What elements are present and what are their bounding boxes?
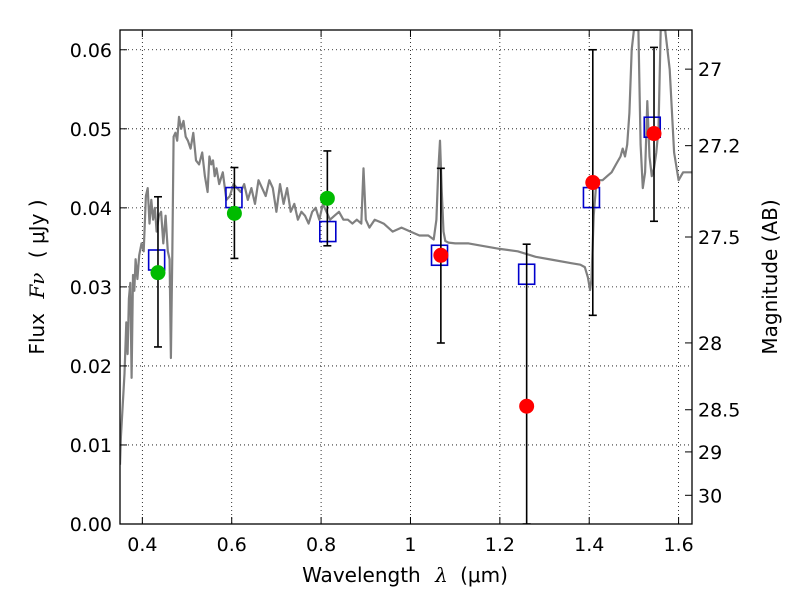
y-axis-label: Flux Fν ( μJy ) <box>25 199 49 354</box>
flux-point <box>433 247 449 263</box>
flux-point <box>319 190 335 206</box>
y-tick-label: 0.00 <box>70 514 112 536</box>
y-tick-label: 0.06 <box>70 40 112 62</box>
x-axis-label-symbol: λ <box>434 563 448 587</box>
x-axis-label: Wavelength λ (μm) <box>302 563 508 587</box>
flux-point <box>519 398 535 414</box>
flux-point <box>585 175 601 191</box>
mag-tick-label: 28.5 <box>698 400 740 422</box>
x-tick-label: 1 <box>404 534 416 556</box>
mag-tick-label: 28 <box>698 333 722 355</box>
y-axis-label-unit: ( μJy ) <box>25 199 49 258</box>
mag-tick-label: 27 <box>698 59 722 81</box>
plot-area <box>120 30 692 524</box>
y-tick-label: 0.01 <box>70 435 112 457</box>
flux-point <box>150 265 166 281</box>
x-tick-label: 1.6 <box>663 534 693 556</box>
x-tick-label: 0.6 <box>217 534 247 556</box>
plot-frame <box>119 29 693 525</box>
mag-tick-label: 27.2 <box>698 136 740 158</box>
x-axis-label-unit: (μm) <box>460 563 508 587</box>
y-tick-label: 0.04 <box>70 198 112 220</box>
y-axis-label-symbol: Fν <box>25 273 49 300</box>
mag-tick-label: 29 <box>698 442 722 464</box>
x-tick-label: 0.4 <box>127 534 157 556</box>
mag-tick-label: 27.5 <box>698 227 740 249</box>
axis-ticks: 0.4 0.6 0.8 1 1.2 1.4 1.6 0.00 0.01 0.02 0.03 0.04 0… <box>70 30 740 556</box>
flux-point <box>226 205 242 221</box>
x-tick-label: 1.2 <box>485 534 515 556</box>
mag-tick-label: 30 <box>698 485 722 507</box>
y-tick-label: 0.05 <box>70 119 112 141</box>
x-tick-label: 0.8 <box>306 534 336 556</box>
y-axis-label-text: Flux <box>25 313 49 355</box>
x-axis-label-text: Wavelength <box>302 563 421 587</box>
flux-point <box>646 126 662 142</box>
x-tick-label: 1.4 <box>574 534 604 556</box>
magnitude-axis-label: Magnitude (AB) <box>758 199 782 354</box>
grid <box>120 30 692 525</box>
model-box-marker <box>582 186 601 209</box>
y-tick-label: 0.02 <box>70 356 112 378</box>
y-tick-label: 0.03 <box>70 277 112 299</box>
sed-line <box>120 30 692 465</box>
